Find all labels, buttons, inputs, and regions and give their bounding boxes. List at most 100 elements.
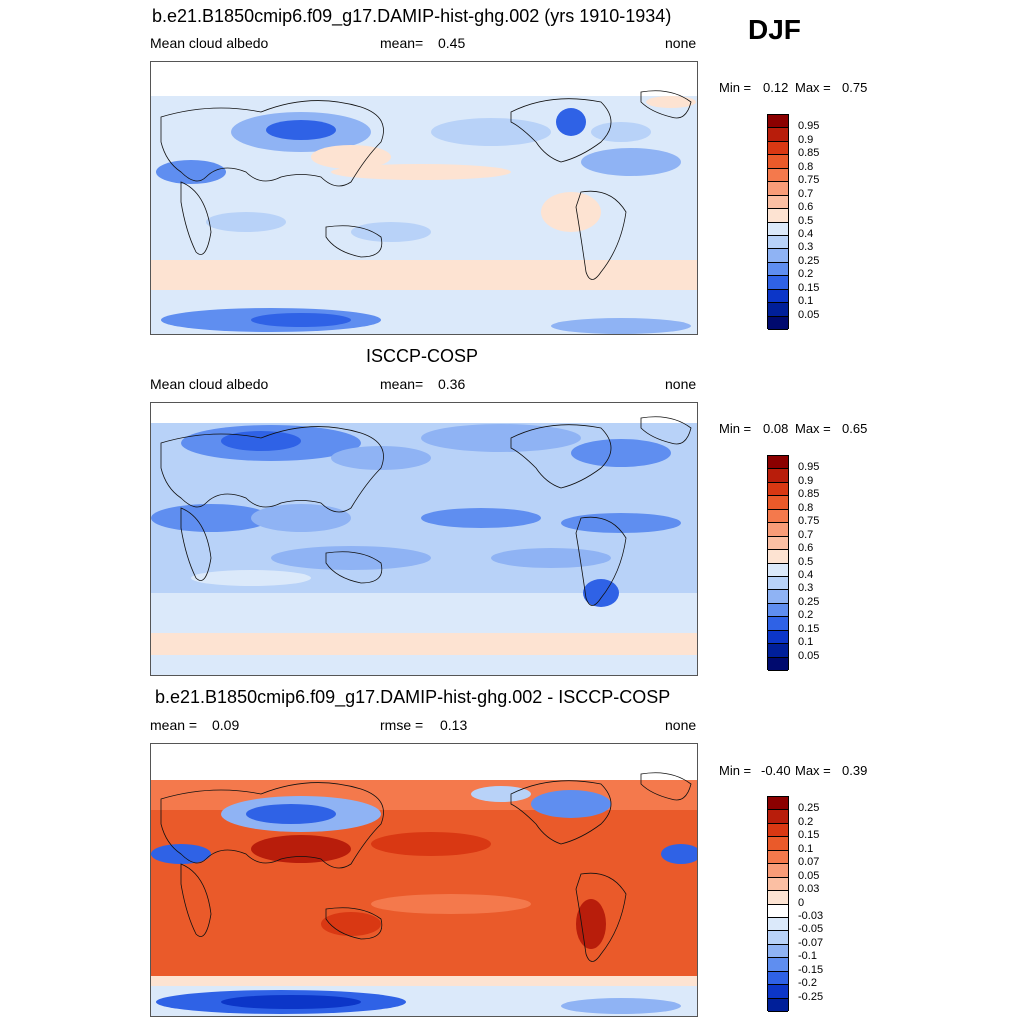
- colorbar-swatch: [768, 971, 788, 986]
- colorbar-swatch: [768, 276, 788, 290]
- colorbar-level-label: 0.07: [798, 856, 820, 869]
- panel-2-mean-label: mean=: [380, 376, 424, 392]
- colorbar-swatch: [768, 985, 788, 999]
- colorbar-level-label: -0.05: [798, 923, 824, 936]
- panel-2-max-label: Max =: [795, 421, 831, 436]
- panel-3-map-field: [151, 744, 697, 1016]
- colorbar-level-label: 0.8: [798, 501, 814, 514]
- colorbar-swatch: [768, 509, 788, 524]
- panel-1-units-label: none: [665, 35, 697, 51]
- colorbar-level-label: 0.95: [798, 120, 820, 133]
- season-label: DJF: [748, 14, 801, 45]
- panel-2-units-label: none: [665, 376, 697, 392]
- panel-3-units-label: none: [665, 717, 697, 733]
- panel-1-mean-value: 0.45: [438, 35, 466, 51]
- colorbar-level-label: 0.75: [798, 515, 820, 528]
- colorbar-level-label: 0.95: [798, 461, 820, 474]
- colorbar-swatch: [768, 657, 788, 671]
- colorbar-swatch: [768, 182, 788, 196]
- panel-3-colorbar: [767, 796, 789, 1012]
- colorbar-swatch: [768, 496, 788, 510]
- colorbar-swatch: [768, 590, 788, 604]
- panel-1-max-label: Max =: [795, 80, 831, 95]
- colorbar-level-label: -0.07: [798, 936, 824, 949]
- colorbar-level-label: 0.05: [798, 869, 820, 882]
- colorbar-level-label: 0.4: [798, 568, 814, 581]
- colorbar-swatch: [768, 837, 788, 851]
- colorbar-level-label: 0.7: [798, 528, 814, 541]
- panel-3-max-label: Max =: [795, 763, 831, 778]
- colorbar-swatch: [768, 316, 788, 330]
- colorbar-swatch: [768, 810, 788, 824]
- colorbar-swatch: [768, 209, 788, 223]
- colorbar-swatch: [768, 235, 788, 250]
- panel-1-colorbar: [767, 114, 789, 330]
- colorbar-level-label: 0.85: [798, 147, 820, 160]
- colorbar-swatch: [768, 195, 788, 210]
- colorbar-level-label: 0.03: [798, 883, 820, 896]
- colorbar-swatch: [768, 823, 788, 838]
- colorbar-swatch: [768, 550, 788, 564]
- colorbar-swatch: [768, 864, 788, 878]
- colorbar-swatch: [768, 262, 788, 277]
- colorbar-swatch: [768, 456, 788, 470]
- panel-3-mean-label: mean =: [150, 717, 198, 733]
- panel-3-mean-value: 0.09: [212, 717, 240, 733]
- panel-1-map-field: [151, 62, 697, 334]
- colorbar-swatch: [768, 469, 788, 483]
- colorbar-swatch: [768, 563, 788, 577]
- panel-2-min-value: 0.08: [763, 421, 789, 436]
- panel-1-min-value: 0.12: [763, 80, 789, 95]
- colorbar-level-label: 0.7: [798, 187, 814, 200]
- colorbar-level-label: 0.8: [798, 160, 814, 173]
- colorbar-swatch: [768, 850, 788, 865]
- colorbar-level-label: 0.15: [798, 622, 820, 635]
- colorbar-level-label: 0.2: [798, 609, 814, 622]
- panel-2-max-value: 0.65: [842, 421, 868, 436]
- colorbar-level-label: 0.75: [798, 174, 820, 187]
- colorbar-swatch: [768, 303, 788, 317]
- colorbar-level-label: 0.5: [798, 555, 814, 568]
- panel-1-min-label: Min =: [719, 80, 752, 95]
- colorbar-swatch: [768, 944, 788, 959]
- colorbar-swatch: [768, 797, 788, 811]
- panel-1-mean-label: mean=: [380, 35, 424, 51]
- panel-3-rmse-label: rmse =: [380, 717, 424, 733]
- colorbar-level-label: -0.25: [798, 990, 824, 1003]
- colorbar-level-label: 0.2: [798, 268, 814, 281]
- colorbar-swatch: [768, 576, 788, 591]
- colorbar-level-label: 0.5: [798, 214, 814, 227]
- colorbar-level-label: 0.05: [798, 308, 820, 321]
- panel-1-title: b.e21.B1850cmip6.f09_g17.DAMIP-hist-ghg.…: [152, 6, 672, 26]
- colorbar-swatch: [768, 289, 788, 304]
- colorbar-level-label: 0.4: [798, 227, 814, 240]
- panel-2-colorbar: [767, 455, 789, 671]
- colorbar-swatch: [768, 917, 788, 932]
- colorbar-swatch: [768, 630, 788, 645]
- colorbar-swatch: [768, 904, 788, 918]
- panel-1-variable-label: Mean cloud albedo: [150, 35, 269, 51]
- colorbar-swatch: [768, 482, 788, 497]
- colorbar-swatch: [768, 998, 788, 1012]
- colorbar-swatch: [768, 523, 788, 537]
- colorbar-level-label: 0.9: [798, 474, 814, 487]
- panel-2-variable-label: Mean cloud albedo: [150, 376, 269, 392]
- panel-3-min-value: -0.40: [761, 763, 791, 778]
- panel-2-mean-value: 0.36: [438, 376, 466, 392]
- colorbar-level-label: 0.1: [798, 295, 814, 308]
- colorbar-level-label: 0.25: [798, 254, 820, 267]
- colorbar-swatch: [768, 155, 788, 169]
- colorbar-swatch: [768, 603, 788, 618]
- colorbar-swatch: [768, 958, 788, 972]
- colorbar-level-label: 0.3: [798, 582, 814, 595]
- panel-3-min-label: Min =: [719, 763, 752, 778]
- colorbar-level-label: 0.2: [798, 815, 814, 828]
- colorbar-swatch: [768, 877, 788, 892]
- colorbar-level-label: 0.15: [798, 829, 820, 842]
- colorbar-swatch: [768, 644, 788, 658]
- colorbar-level-label: 0: [798, 896, 805, 909]
- panel-2-title: ISCCP-COSP: [366, 346, 479, 366]
- panel-3-max-value: 0.39: [842, 763, 868, 778]
- colorbar-level-label: 0.25: [798, 802, 820, 815]
- colorbar-level-label: 0.1: [798, 842, 814, 855]
